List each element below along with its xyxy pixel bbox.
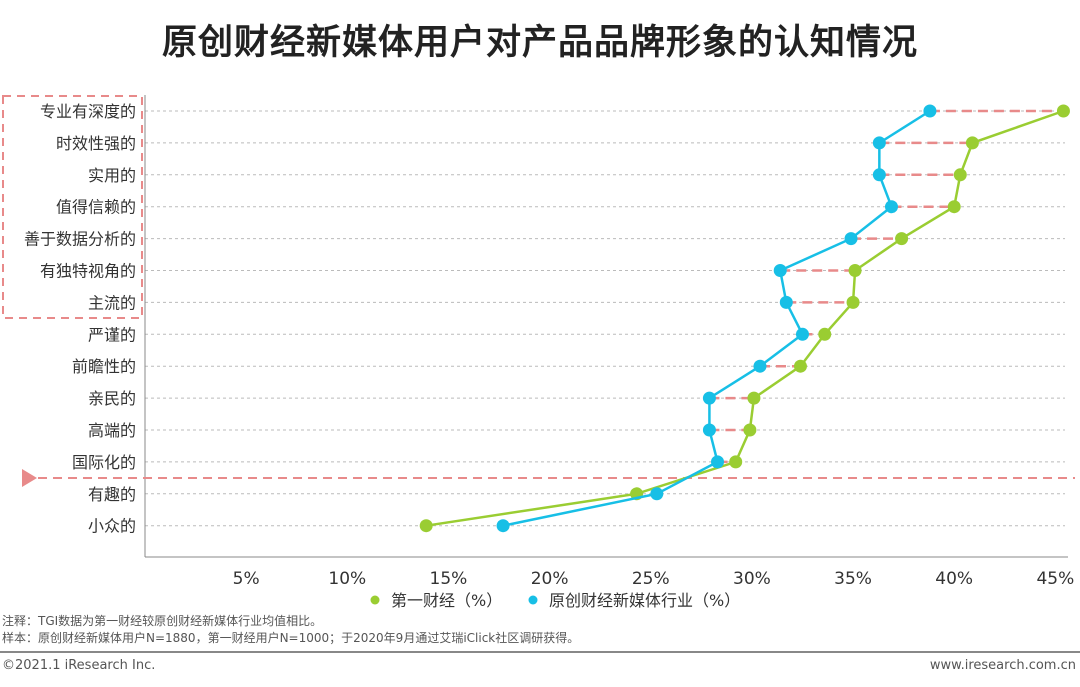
category-label: 高端的 xyxy=(88,421,136,440)
legend-label: 原创财经新媒体行业（%） xyxy=(549,591,740,610)
website: www.iresearch.com.cn xyxy=(929,658,1076,673)
x-tick-label: 10% xyxy=(328,569,366,589)
data-point xyxy=(753,359,767,373)
category-label: 严谨的 xyxy=(88,325,136,344)
category-label: 小众的 xyxy=(88,517,136,536)
category-label: 有独特视角的 xyxy=(40,262,136,281)
category-label: 亲民的 xyxy=(88,389,136,408)
cutoff-marker-icon xyxy=(22,469,37,487)
legend-label: 第一财经（%） xyxy=(391,591,502,610)
x-tick-label: 15% xyxy=(430,569,468,589)
sample-note: 样本：原创财经新媒体用户N=1880，第一财经用户N=1000；于2020年9月… xyxy=(2,631,580,645)
category-label: 实用的 xyxy=(88,166,136,185)
data-point xyxy=(884,200,898,214)
x-tick-label: 35% xyxy=(834,569,872,589)
category-label: 主流的 xyxy=(88,293,136,312)
data-point xyxy=(779,295,793,309)
data-point xyxy=(773,264,787,277)
data-point xyxy=(711,455,725,469)
data-point xyxy=(953,168,967,182)
data-point xyxy=(743,423,757,437)
category-label: 专业有深度的 xyxy=(40,102,136,121)
data-point xyxy=(795,327,809,341)
data-point xyxy=(872,136,886,150)
legend-marker xyxy=(370,595,380,605)
category-label: 国际化的 xyxy=(72,453,136,472)
chart-title: 原创财经新媒体用户对产品品牌形象的认知情况 xyxy=(161,23,918,63)
data-point xyxy=(496,519,510,533)
data-point xyxy=(793,359,807,373)
x-tick-label: 5% xyxy=(233,569,260,589)
data-point xyxy=(947,200,961,214)
category-label: 时效性强的 xyxy=(56,134,136,153)
x-tick-label: 25% xyxy=(632,569,670,589)
x-tick-label: 45% xyxy=(1036,569,1074,589)
category-label: 有趣的 xyxy=(88,485,136,504)
footer-divider xyxy=(0,651,1080,653)
data-point xyxy=(872,168,886,182)
data-point xyxy=(1056,104,1070,118)
x-tick-label: 30% xyxy=(733,569,771,589)
data-point xyxy=(419,519,433,533)
category-label: 值得信赖的 xyxy=(56,198,136,217)
footnote: 注释：TGI数据为第一财经较原创财经新媒体行业均值相比。 xyxy=(2,614,323,628)
data-point xyxy=(923,104,937,118)
copyright: ©2021.1 iResearch Inc. xyxy=(2,658,156,673)
category-label: 前瞻性的 xyxy=(72,357,136,376)
series-line-0 xyxy=(426,109,1064,527)
data-point xyxy=(650,487,664,501)
data-point xyxy=(965,136,979,150)
data-point xyxy=(846,295,860,309)
category-label: 善于数据分析的 xyxy=(24,230,136,249)
data-point xyxy=(729,455,743,469)
data-point xyxy=(702,391,716,405)
x-tick-label: 20% xyxy=(531,569,569,589)
x-tick-label: 40% xyxy=(935,569,973,589)
legend-marker xyxy=(528,595,538,605)
data-point xyxy=(848,264,862,277)
data-point xyxy=(818,327,832,341)
data-point xyxy=(702,423,716,437)
data-point xyxy=(895,232,909,246)
data-point xyxy=(844,232,858,246)
data-point xyxy=(747,391,761,405)
